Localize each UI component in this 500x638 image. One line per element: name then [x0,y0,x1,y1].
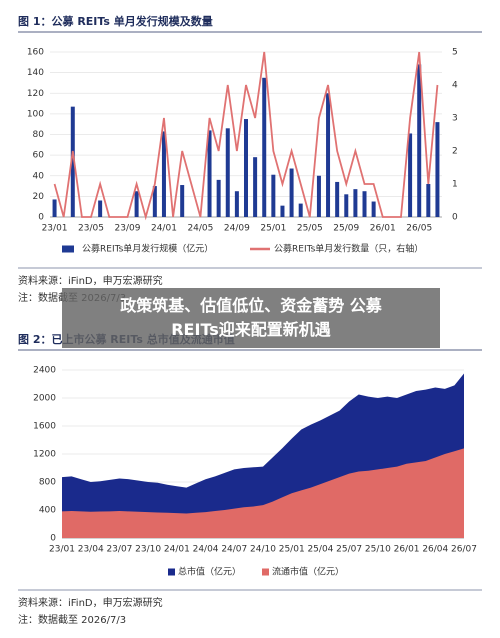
bar [362,191,367,217]
bar [180,185,185,217]
y-tick-label: 0 [50,534,56,544]
x-tick-label: 24/01 [164,545,190,555]
chart-title: 图 1：公募 REITs 单月发行规模及数量 [18,14,213,28]
x-tick-label: 26/01 [394,545,420,555]
bar [134,191,139,217]
bar [244,119,248,217]
y-tick-label: 80 [33,130,45,140]
y-tick-label: 140 [27,68,44,78]
bar [52,199,57,217]
bar [335,181,340,217]
x-tick-label: 26/04 [422,545,448,555]
source: 资料来源：iFinD，申万宏源研究 [18,274,163,287]
x-tick-label: 25/04 [307,545,333,555]
x-tick-label: 24/05 [187,224,213,234]
bar [253,157,258,217]
x-tick-label: 23/01 [42,224,68,234]
bar [298,203,303,217]
bar [408,133,413,217]
x-tick-label: 24/10 [250,545,276,555]
bar [70,106,75,217]
x-tick-label: 25/07 [336,545,362,555]
bar [234,191,239,217]
y-tick-label: 0 [38,213,44,223]
bar [280,205,285,217]
y-tick-label: 120 [27,89,44,99]
legend-label: 公募REITs单月发行数量（只，右轴） [274,243,423,255]
y-tick-label: 2400 [33,366,56,376]
bar [216,179,221,217]
x-tick-label: 26/01 [370,224,396,234]
y-tick-label: 1600 [33,422,56,432]
x-tick-label: 23/04 [78,545,104,555]
bar [152,186,157,217]
y-tick-label: 20 [33,192,45,202]
x-tick-label: 24/07 [221,545,247,555]
bar [262,77,267,217]
y-tick-label: 100 [27,109,44,119]
bar [344,194,349,217]
source: 资料来源：iFinD，申万宏源研究 [18,596,163,609]
bar [271,174,276,217]
y-tick-label: 40 [33,171,45,181]
y-tick-label: 160 [27,48,44,58]
y-tick-label: 60 [33,151,45,161]
y2-tick-label: 3 [452,114,458,124]
y2-tick-label: 5 [452,48,458,58]
x-tick-label: 23/01 [49,545,75,555]
y-tick-label: 1200 [33,450,56,460]
bar [98,200,103,217]
legend-label: 公募REITs单月发行规模（亿元） [82,243,213,255]
legend-label: 流通市值（亿元） [272,566,344,578]
x-tick-label: 24/09 [224,224,250,234]
y-tick-label: 400 [39,506,56,516]
bar [417,64,422,217]
bar [426,184,431,217]
overlay-line: REITs迎来配置新机遇 [171,320,331,339]
x-tick-label: 23/10 [135,545,161,555]
legend-swatch [168,568,175,576]
x-tick-label: 23/09 [115,224,141,234]
bar [289,168,294,217]
x-tick-label: 26/05 [406,224,432,234]
y2-tick-label: 1 [452,180,458,190]
y2-tick-label: 0 [452,213,458,223]
bar [371,201,376,217]
bar [326,93,331,217]
x-tick-label: 25/01 [260,224,286,234]
y2-tick-label: 4 [452,81,458,91]
overlay-banner: 政策筑基、估值低位、资金蓄势 公募 REITs迎来配置新机遇 [62,288,440,348]
legend-label: 总市值（亿元） [178,566,241,578]
note: 注：数据截至 2026/7/3 [18,613,126,626]
bar [435,122,440,217]
x-tick-label: 24/04 [193,545,219,555]
line-series [53,51,439,221]
x-tick-label: 25/01 [279,545,305,555]
y2-tick-label: 2 [452,147,458,157]
bar [353,189,358,217]
overlay-line: 政策筑基、估值低位、资金蓄势 公募 [120,296,382,315]
x-tick-label: 24/01 [151,224,177,234]
x-tick-label: 25/09 [333,224,359,234]
area-series [62,448,464,538]
x-tick-label: 23/05 [78,224,104,234]
bar [316,175,321,217]
y-tick-label: 800 [39,478,56,488]
x-tick-label: 25/10 [365,545,391,555]
legend-swatch [262,568,269,576]
x-tick-label: 25/05 [297,224,323,234]
bar [225,128,230,217]
legend-swatch [62,245,74,253]
x-tick-label: 23/07 [106,545,132,555]
bar [161,131,166,217]
y-tick-label: 2000 [33,394,56,404]
bar [207,130,212,217]
x-tick-label: 26/07 [451,545,477,555]
